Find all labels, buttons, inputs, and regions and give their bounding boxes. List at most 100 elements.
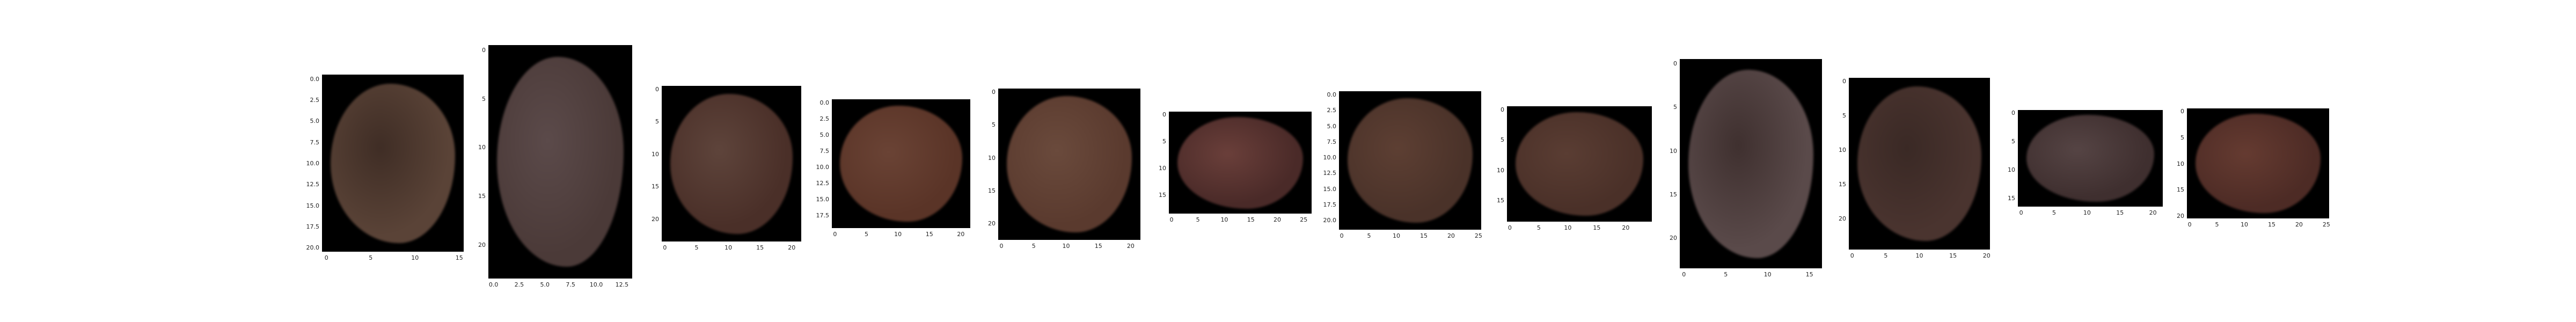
x-tick-label: 20 — [1447, 232, 1455, 239]
y-tick-label: 10 — [1497, 166, 1504, 174]
image-panel-8: 0 5 10 15 0 5 10 15 20 — [1497, 106, 1652, 231]
x-tick-label: 15 — [1949, 252, 1957, 259]
x-tick-label: 0 — [1340, 232, 1344, 239]
image-panel-9: 0 5 10 15 20 0 5 10 15 — [1670, 59, 1822, 277]
x-tick-label: 2.5 — [514, 281, 524, 288]
x-tick-label: 10 — [1393, 232, 1401, 239]
sample-image — [1680, 59, 1822, 268]
y-tick-label: 5 — [655, 118, 659, 126]
x-tick-label: 20 — [2149, 209, 2157, 216]
y-tick-label: 5 — [1673, 104, 1677, 111]
y-tick-label: 5 — [1501, 136, 1504, 144]
image-panel-4: 0.0 2.5 5.0 7.5 10.0 12.5 15.0 17.5 0 5 10 15 20 — [816, 99, 970, 237]
image-panel-3: 0 5 10 15 20 0 5 10 15 20 — [652, 86, 801, 251]
x-tick-label: 0 — [2187, 221, 2192, 228]
y-tick-label: 12.5 — [816, 180, 830, 187]
y-tick-label: 0.0 — [310, 75, 320, 83]
y-tick-label: 0 — [1162, 111, 1166, 118]
image-panel-10: 0 5 10 15 20 0 5 10 15 20 — [1839, 78, 1990, 259]
y-tick-label: 15 — [652, 183, 659, 191]
object-blob — [840, 106, 962, 222]
y-tick-label: 7.5 — [310, 138, 320, 146]
x-tick-label: 5 — [2215, 221, 2219, 228]
y-tick-label: 12.5 — [1323, 170, 1337, 177]
y-tick-label: 5 — [992, 121, 996, 129]
y-tick-label: 15 — [1839, 181, 1846, 188]
y-tick-label: 10 — [988, 154, 996, 162]
object-blob — [1516, 112, 1643, 216]
y-tick-label: 15 — [478, 192, 486, 200]
x-tick-label: 15 — [1419, 232, 1428, 239]
y-tick-label: 10 — [1159, 165, 1166, 172]
sample-image — [662, 86, 801, 241]
y-tick-label: 20 — [988, 220, 996, 228]
x-tick-label: 0 — [2019, 209, 2023, 216]
x-tick-label: 5 — [1031, 243, 1036, 250]
x-tick-label: 0 — [663, 244, 667, 251]
y-tick-label: 15 — [1497, 197, 1504, 204]
x-tick-label: 5 — [1724, 271, 1728, 278]
y-tick-label: 20 — [652, 215, 659, 223]
x-tick-label: 25 — [2322, 221, 2330, 228]
y-tick-label: 20.0 — [306, 244, 320, 252]
image-panel-7: 0.0 2.5 5.0 7.5 10.0 12.5 15.0 17.5 20.0 0 5 10 15 20… — [1323, 91, 1482, 239]
y-tick-label: 2.5 — [310, 97, 320, 104]
y-tick-label: 15.0 — [1323, 185, 1337, 193]
x-tick-label: 15 — [2116, 209, 2124, 216]
y-tick-label: 20 — [1839, 215, 1846, 223]
y-tick-label: 0 — [482, 47, 486, 54]
y-tick-label: 10 — [2008, 166, 2015, 174]
y-tick-label: 0 — [1673, 60, 1677, 68]
object-blob — [1006, 96, 1132, 232]
x-tick-label: 0 — [1169, 216, 1174, 223]
y-tick-label: 15 — [1670, 191, 1677, 198]
x-tick-label: 10 — [1220, 216, 1228, 223]
y-tick-label: 10 — [1839, 147, 1846, 154]
x-tick-label: 15 — [1805, 271, 1813, 278]
object-blob — [670, 93, 793, 234]
x-tick-label: 20 — [1126, 243, 1135, 250]
object-blob — [1857, 86, 1982, 241]
x-tick-label: 20 — [1622, 224, 1630, 231]
object-blob — [497, 56, 624, 267]
y-tick-label: 15 — [2177, 186, 2184, 194]
sample-image — [488, 45, 632, 279]
y-tick-label: 17.5 — [816, 212, 830, 219]
y-tick-label: 0 — [1842, 78, 1846, 85]
x-tick-label: 5 — [1884, 252, 1888, 259]
y-tick-label: 15 — [2008, 195, 2015, 202]
x-tick-label: 5 — [1367, 232, 1371, 239]
x-tick-label: 0 — [324, 254, 328, 261]
x-tick-label: 10 — [1915, 252, 1923, 259]
sample-image — [1507, 106, 1652, 222]
y-tick-label: 10 — [2177, 160, 2184, 167]
x-tick-label: 5 — [2052, 209, 2056, 216]
x-tick-label: 15 — [1247, 216, 1255, 223]
sample-image — [1169, 112, 1312, 214]
y-tick-label: 10.0 — [816, 164, 830, 171]
image-panel-12: 0 5 10 15 20 0 5 10 15 20 25 — [2177, 108, 2330, 228]
image-panel-11: 0 5 10 15 0 5 10 15 20 — [2008, 110, 2163, 216]
y-tick-label: 17.5 — [1323, 201, 1337, 209]
y-tick-label: 5 — [1842, 112, 1846, 120]
sample-image — [998, 89, 1140, 240]
y-tick-label: 20 — [1670, 235, 1677, 242]
y-tick-label: 10 — [652, 150, 659, 158]
x-tick-label: 20 — [957, 231, 965, 238]
y-tick-label: 0 — [655, 86, 659, 93]
x-tick-label: 10 — [1763, 271, 1772, 278]
x-tick-label: 10 — [411, 254, 419, 261]
x-tick-label: 15 — [756, 244, 764, 251]
x-tick-label: 0 — [1850, 252, 1854, 259]
y-tick-label: 2.5 — [819, 115, 830, 122]
y-tick-label: 0 — [2011, 109, 2015, 117]
x-tick-label: 10 — [1062, 243, 1070, 250]
object-blob — [330, 83, 456, 243]
y-tick-label: 10 — [478, 144, 486, 151]
x-tick-label: 20 — [1982, 252, 1990, 259]
x-tick-label: 0 — [1682, 271, 1686, 278]
y-tick-label: 7.5 — [1327, 138, 1337, 145]
x-tick-label: 5 — [1196, 216, 1200, 223]
x-tick-label: 10 — [894, 231, 902, 238]
sample-image — [2187, 108, 2329, 218]
